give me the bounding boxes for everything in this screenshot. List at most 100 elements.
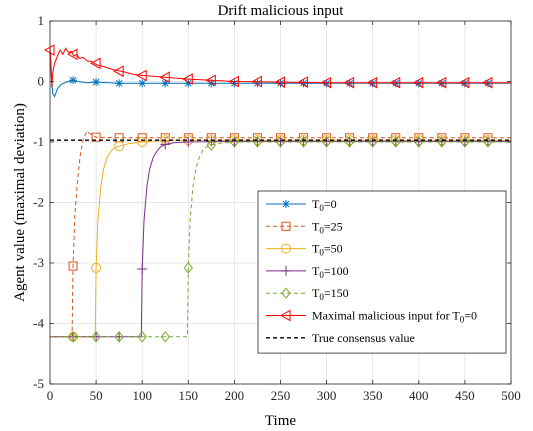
y-tick-label: -1 xyxy=(33,134,44,149)
y-tick-label: -5 xyxy=(33,376,44,391)
data-point-marker xyxy=(114,141,125,152)
data-point-marker xyxy=(345,79,354,88)
data-point-marker xyxy=(412,76,424,89)
y-tick-label: -2 xyxy=(33,195,44,210)
data-point-marker xyxy=(137,331,147,343)
y-axis-label: Agent value (maximal deviation) xyxy=(12,103,28,302)
data-point-marker xyxy=(205,74,216,87)
legend-label: T0=150 xyxy=(312,286,349,302)
x-tick-label: 350 xyxy=(363,388,383,403)
data-point-marker xyxy=(67,48,78,61)
data-point-marker xyxy=(437,79,446,88)
data-point-marker xyxy=(274,76,285,88)
data-point-marker xyxy=(68,331,78,343)
series-line xyxy=(50,130,511,338)
legend-marker xyxy=(281,243,291,254)
x-tick-label: 200 xyxy=(225,388,245,403)
series-5 xyxy=(43,44,511,89)
legend: T0=0 T0=25 T0=50 T0=100 T0=150 Maximal malici… xyxy=(257,190,507,354)
y-tick-label: -3 xyxy=(33,255,44,270)
data-point-marker xyxy=(366,76,378,89)
data-point-marker xyxy=(253,79,262,88)
legend-box xyxy=(257,190,507,354)
data-point-marker xyxy=(228,75,239,88)
legend-item: T0=100 xyxy=(266,264,349,280)
data-point-marker xyxy=(183,262,193,274)
data-point-marker xyxy=(114,331,124,343)
axis-ticks: 0 50 100 150 200 250 300 350 400 450 500 1 0 -1 -2 -3 -4… xyxy=(33,13,521,403)
data-point-marker xyxy=(206,136,217,147)
data-point-marker xyxy=(229,136,240,148)
x-tick-label: 0 xyxy=(47,388,54,403)
data-point-marker xyxy=(160,139,171,150)
data-point-marker xyxy=(159,71,170,84)
legend-label: True consensus value xyxy=(312,331,415,345)
data-point-marker xyxy=(458,76,470,89)
data-point-marker xyxy=(160,331,170,343)
data-point-marker xyxy=(297,76,309,88)
data-point-marker xyxy=(115,79,124,88)
legend-label: T0=0 xyxy=(312,197,337,213)
legend-item: T0=25 xyxy=(266,219,343,235)
legend-item: T0=0 xyxy=(266,197,337,213)
legend-marker xyxy=(281,265,291,276)
data-point-marker xyxy=(138,79,147,88)
y-tick-label: -4 xyxy=(33,316,44,331)
legend-label: T0=100 xyxy=(312,264,349,280)
series-line xyxy=(49,47,511,88)
data-point-marker xyxy=(91,331,101,343)
data-point-marker xyxy=(460,79,469,88)
data-point-marker xyxy=(483,79,492,88)
data-point-marker xyxy=(299,79,308,88)
data-point-marker xyxy=(137,137,148,147)
series-layer xyxy=(43,44,511,343)
legend-marker xyxy=(281,221,291,231)
legend-marker xyxy=(279,309,291,322)
series-0 xyxy=(49,51,511,98)
legend-label: Maximal malicious input for T0=0 xyxy=(312,309,477,325)
data-point-marker xyxy=(206,139,216,151)
data-point-marker xyxy=(69,76,78,85)
data-point-marker xyxy=(136,69,147,82)
data-point-marker xyxy=(68,261,78,271)
data-point-marker xyxy=(251,75,262,88)
chart-title: Drift malicious input xyxy=(218,3,345,19)
data-point-marker xyxy=(391,79,400,88)
y-tick-label: 1 xyxy=(38,13,45,28)
series-line xyxy=(50,141,511,338)
legend-label: T0=50 xyxy=(312,242,343,258)
data-point-marker xyxy=(92,78,101,87)
x-tick-label: 450 xyxy=(455,388,475,403)
series-line xyxy=(49,51,511,98)
x-tick-label: 150 xyxy=(179,388,199,403)
data-point-marker xyxy=(343,76,355,89)
x-axis-label: Time xyxy=(265,413,296,429)
data-point-marker xyxy=(320,76,332,89)
data-point-marker xyxy=(389,76,401,89)
data-point-marker xyxy=(91,262,102,273)
legend-item: Maximal malicious input for T0=0 xyxy=(266,309,477,325)
x-tick-label: 100 xyxy=(132,388,152,403)
data-point-marker xyxy=(161,79,170,88)
data-point-marker xyxy=(322,79,331,88)
data-point-marker xyxy=(137,264,148,275)
data-point-marker xyxy=(113,65,124,78)
legend-item: T0=50 xyxy=(266,242,343,258)
data-point-marker xyxy=(481,76,493,89)
x-tick-label: 50 xyxy=(90,388,103,403)
x-tick-label: 250 xyxy=(271,388,291,403)
legend-label: T0=25 xyxy=(312,219,343,235)
data-point-marker xyxy=(91,132,101,142)
data-point-marker xyxy=(182,73,193,85)
legend-item: True consensus value xyxy=(266,331,415,345)
x-tick-label: 400 xyxy=(409,388,429,403)
x-tick-label: 500 xyxy=(501,388,521,403)
data-point-marker xyxy=(460,136,470,148)
y-tick-label: 0 xyxy=(38,74,45,89)
data-point-marker xyxy=(230,79,239,88)
data-point-marker xyxy=(183,137,194,147)
data-point-marker xyxy=(435,76,447,89)
data-point-marker xyxy=(90,57,101,70)
